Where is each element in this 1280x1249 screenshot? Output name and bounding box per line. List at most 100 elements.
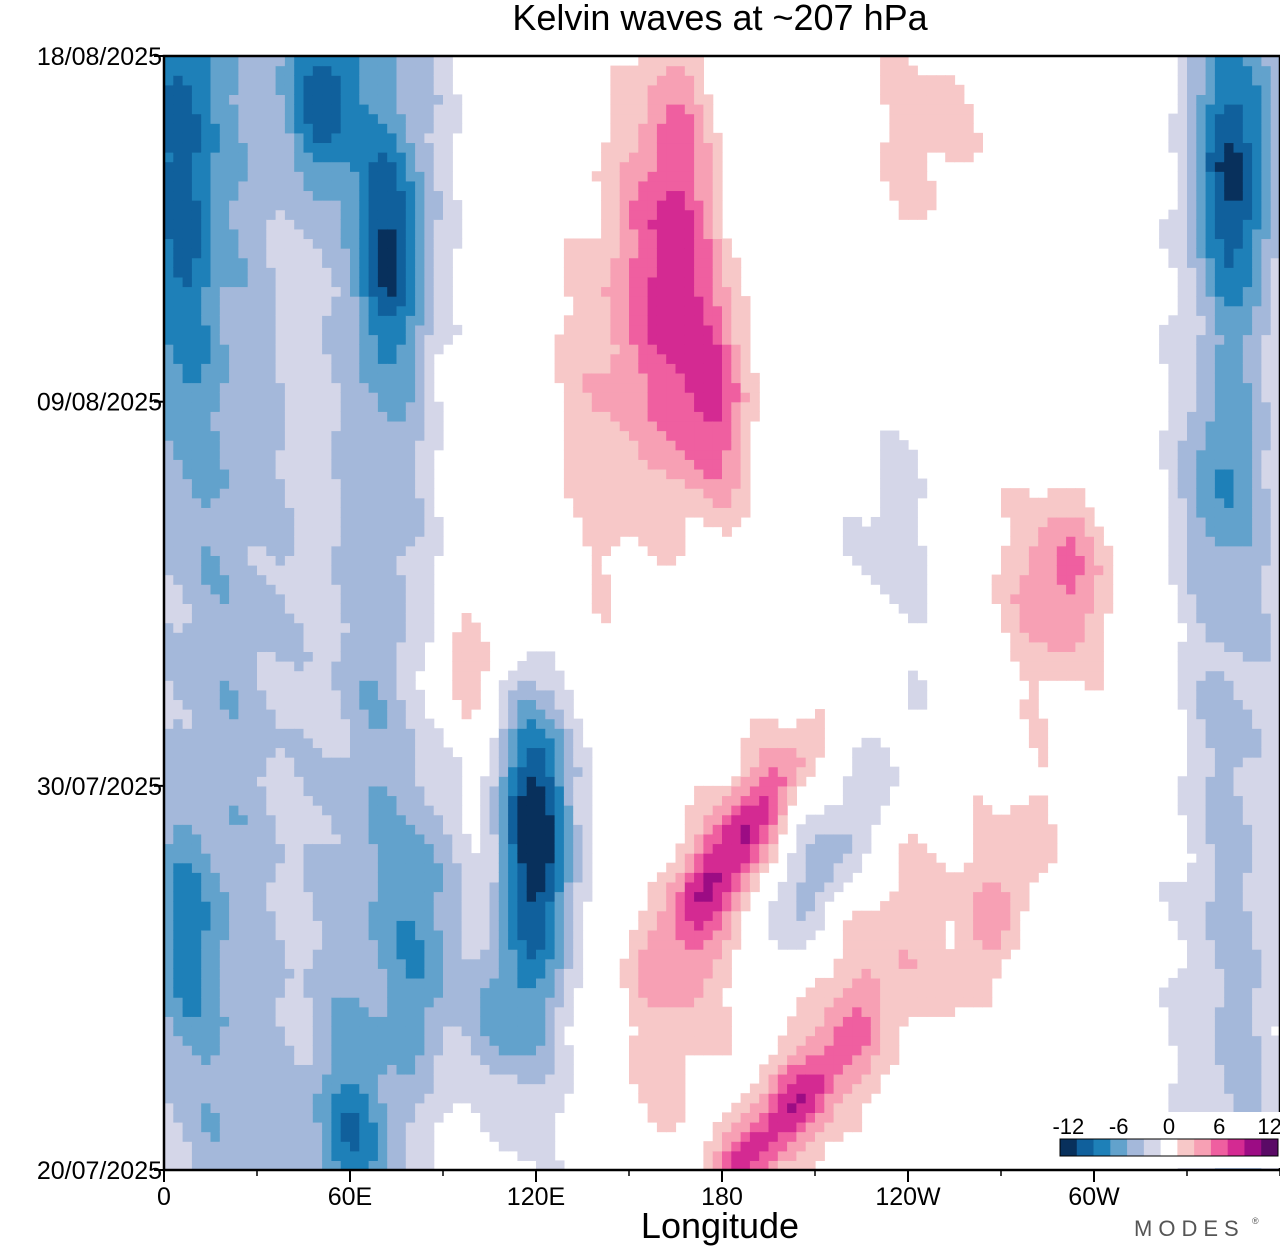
- contour-cell: [191, 853, 202, 864]
- contour-cell: [210, 401, 221, 412]
- contour-cell: [638, 1006, 649, 1017]
- contour-cell: [424, 315, 435, 326]
- contour-cell: [517, 1121, 528, 1133]
- contour-cell: [368, 228, 379, 240]
- contour-cell: [322, 872, 332, 883]
- contour-cell: [284, 795, 295, 806]
- contour-cell: [322, 132, 332, 144]
- contour-cell: [266, 641, 277, 653]
- contour-cell: [275, 805, 286, 816]
- contour-cell: [461, 699, 472, 710]
- contour-cell: [415, 1035, 425, 1046]
- contour-cell: [377, 267, 388, 278]
- contour-cell: [433, 420, 444, 432]
- contour-cell: [266, 680, 277, 691]
- contour-cell: [675, 430, 686, 441]
- contour-cell: [666, 276, 677, 288]
- contour-cell: [173, 411, 184, 422]
- contour-cell: [219, 824, 230, 835]
- contour-cell: [238, 891, 249, 902]
- contour-cell: [266, 949, 277, 960]
- contour-cell: [173, 881, 184, 893]
- contour-cell: [312, 843, 323, 854]
- contour-cell: [443, 324, 453, 336]
- contour-cell: [396, 997, 407, 1008]
- contour-cell: [424, 296, 435, 307]
- contour-cell: [675, 363, 686, 374]
- contour-cell: [275, 56, 286, 67]
- contour-cell: [201, 1112, 212, 1123]
- contour-cell: [591, 372, 602, 384]
- contour-cell: [470, 949, 481, 960]
- contour-cell: [443, 891, 453, 902]
- contour-cell: [638, 507, 649, 518]
- contour-cell: [647, 958, 658, 969]
- contour-cell: [173, 1006, 184, 1017]
- contour-cell: [340, 747, 351, 758]
- contour-cell: [340, 468, 351, 480]
- contour-cell: [322, 276, 332, 288]
- contour-cell: [173, 1121, 184, 1133]
- contour-cell: [322, 766, 332, 777]
- contour-cell: [415, 613, 425, 624]
- contour-cell: [656, 315, 667, 326]
- contour-cell: [368, 641, 379, 653]
- contour-cell: [666, 392, 677, 403]
- contour-cell: [359, 728, 370, 739]
- contour-cell: [368, 142, 379, 153]
- contour-cell: [312, 286, 323, 297]
- contour-cell: [387, 315, 398, 326]
- contour-cell: [359, 536, 370, 547]
- contour-cell: [238, 785, 249, 797]
- contour-cell: [443, 968, 453, 979]
- contour-cell: [647, 276, 658, 288]
- contour-cell: [191, 1160, 202, 1170]
- contour-cell: [675, 276, 686, 288]
- contour-cell: [201, 593, 212, 604]
- contour-cell: [312, 670, 323, 681]
- contour-cell: [322, 1073, 332, 1085]
- contour-cell: [173, 929, 184, 941]
- contour-cell: [480, 1054, 491, 1065]
- contour-cell: [647, 372, 658, 384]
- contour-cell: [498, 997, 509, 1008]
- contour-cell: [480, 1093, 491, 1104]
- contour-cell: [210, 113, 221, 124]
- contour-cell: [229, 200, 239, 211]
- contour-cell: [303, 795, 314, 806]
- contour-cell: [656, 1073, 667, 1085]
- contour-cell: [275, 190, 286, 201]
- contour-cell: [396, 862, 407, 873]
- contour-cell: [647, 382, 658, 393]
- contour-cell: [489, 1131, 500, 1142]
- contour-cell: [675, 853, 686, 864]
- contour-cell: [582, 353, 593, 364]
- contour-cell: [266, 401, 277, 412]
- contour-cell: [377, 997, 388, 1008]
- contour-cell: [219, 142, 230, 153]
- contour-cell: [191, 776, 202, 787]
- contour-cell: [424, 449, 435, 460]
- contour-cell: [498, 1141, 509, 1152]
- contour-cell: [508, 824, 518, 835]
- contour-cell: [536, 881, 546, 893]
- contour-cell: [368, 958, 379, 969]
- contour-cell: [433, 65, 444, 76]
- contour-cell: [405, 75, 416, 86]
- contour-cell: [173, 507, 184, 518]
- contour-cell: [638, 939, 649, 950]
- contour-cell: [601, 171, 611, 182]
- contour-cell: [470, 1035, 481, 1046]
- contour-cell: [359, 190, 370, 201]
- contour-cell: [359, 555, 370, 566]
- contour-cell: [666, 142, 677, 153]
- contour-cell: [694, 843, 704, 854]
- contour-cell: [275, 997, 286, 1008]
- contour-cell: [191, 1054, 202, 1065]
- contour-cell: [229, 555, 239, 566]
- contour-cell: [312, 200, 323, 211]
- contour-cell: [563, 449, 574, 460]
- contour-cell: [666, 171, 677, 182]
- contour-cell: [508, 785, 518, 797]
- contour-cell: [387, 1093, 398, 1104]
